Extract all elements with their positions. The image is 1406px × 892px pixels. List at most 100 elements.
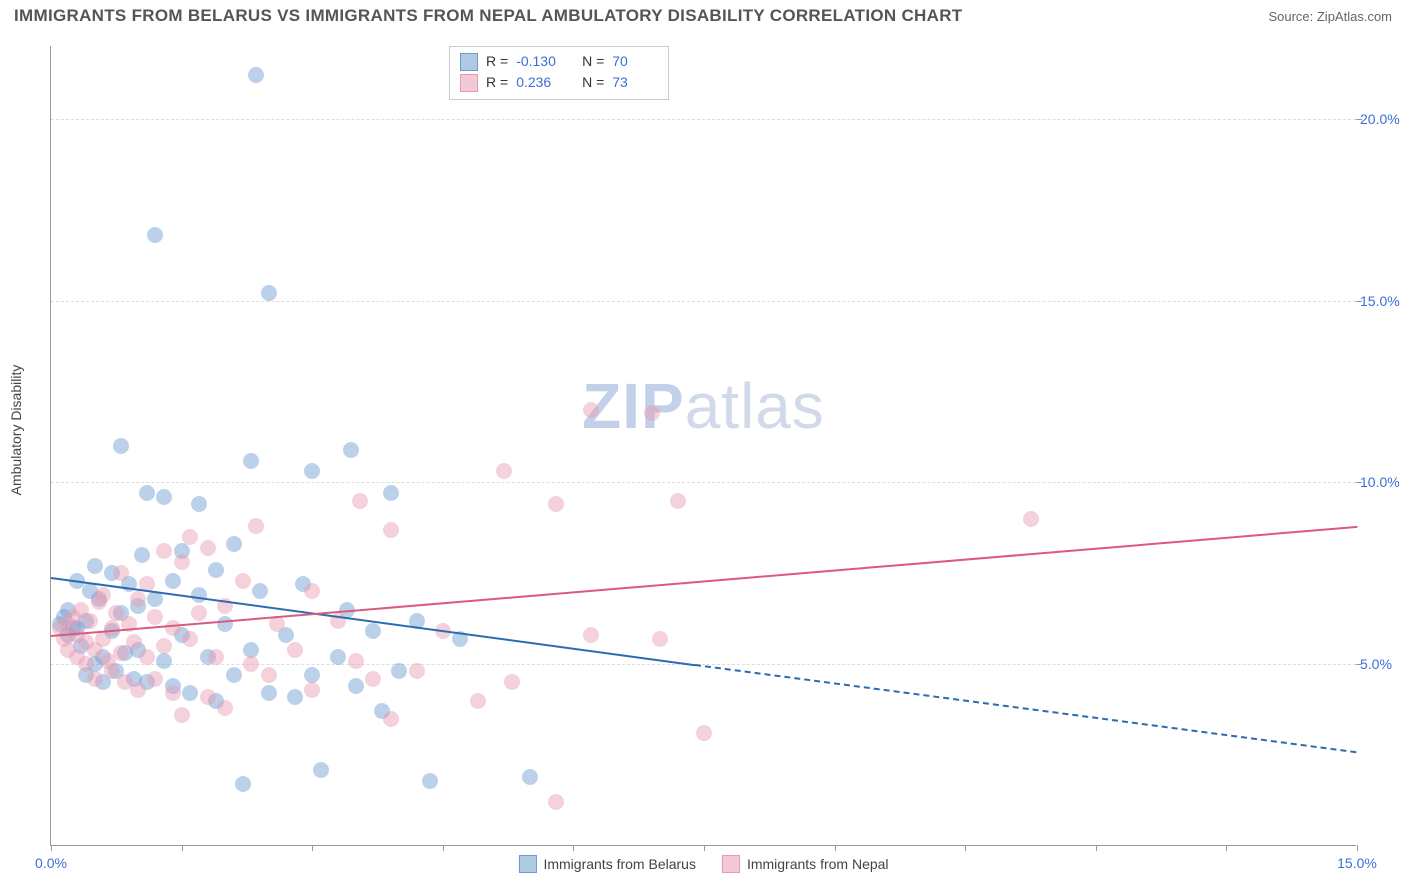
data-point-belarus — [243, 453, 259, 469]
data-point-nepal — [191, 605, 207, 621]
data-point-nepal — [409, 663, 425, 679]
data-point-belarus — [304, 463, 320, 479]
r-value-nepal: 0.236 — [516, 72, 562, 93]
data-point-nepal — [304, 583, 320, 599]
data-point-nepal — [82, 613, 98, 629]
watermark-rest: atlas — [685, 370, 825, 442]
data-point-nepal — [95, 587, 111, 603]
data-point-nepal — [147, 671, 163, 687]
data-point-nepal — [165, 685, 181, 701]
data-point-belarus — [208, 562, 224, 578]
data-point-nepal — [156, 638, 172, 654]
data-point-belarus — [330, 649, 346, 665]
data-point-nepal — [147, 609, 163, 625]
data-point-nepal — [304, 682, 320, 698]
data-point-belarus — [147, 227, 163, 243]
data-point-belarus — [139, 485, 155, 501]
plot-area: ZIPatlas R = -0.130 N = 70 R = 0.236 N =… — [50, 46, 1356, 846]
n-value-nepal: 73 — [612, 72, 658, 93]
legend-item-nepal: Immigrants from Nepal — [722, 855, 889, 873]
swatch-belarus — [460, 53, 478, 71]
data-point-belarus — [313, 762, 329, 778]
swatch-belarus — [518, 855, 536, 873]
trend-line — [695, 664, 1357, 753]
data-point-nepal — [287, 642, 303, 658]
x-tick-label: 15.0% — [1337, 855, 1377, 871]
data-point-belarus — [422, 773, 438, 789]
n-label: N = — [582, 51, 604, 72]
title-bar: IMMIGRANTS FROM BELARUS VS IMMIGRANTS FR… — [0, 0, 1406, 36]
data-point-nepal — [217, 700, 233, 716]
data-point-belarus — [391, 663, 407, 679]
legend-label-nepal: Immigrants from Nepal — [747, 856, 889, 872]
data-point-belarus — [87, 558, 103, 574]
data-point-belarus — [365, 623, 381, 639]
watermark: ZIPatlas — [582, 369, 825, 443]
r-label: R = — [486, 72, 508, 93]
x-tick-label: 0.0% — [35, 855, 67, 871]
data-point-nepal — [182, 529, 198, 545]
source-label: Source: ZipAtlas.com — [1268, 9, 1392, 24]
data-point-nepal — [208, 649, 224, 665]
data-point-nepal — [156, 543, 172, 559]
data-point-nepal — [652, 631, 668, 647]
data-point-belarus — [182, 685, 198, 701]
data-point-belarus — [191, 587, 207, 603]
data-point-nepal — [470, 693, 486, 709]
data-point-nepal — [113, 565, 129, 581]
data-point-nepal — [583, 627, 599, 643]
r-label: R = — [486, 51, 508, 72]
data-point-belarus — [261, 685, 277, 701]
data-point-nepal — [1023, 511, 1039, 527]
data-point-nepal — [548, 794, 564, 810]
data-point-nepal — [248, 518, 264, 534]
data-point-nepal — [174, 554, 190, 570]
data-point-nepal — [644, 405, 660, 421]
data-point-nepal — [365, 671, 381, 687]
stat-row-nepal: R = 0.236 N = 73 — [460, 72, 658, 93]
data-point-nepal — [235, 573, 251, 589]
gridline-h — [51, 301, 1356, 302]
legend-label-belarus: Immigrants from Belarus — [543, 856, 695, 872]
data-point-nepal — [104, 620, 120, 636]
y-tick-label: 20.0% — [1360, 111, 1404, 127]
data-point-belarus — [287, 689, 303, 705]
n-label: N = — [582, 72, 604, 93]
data-point-nepal — [113, 645, 129, 661]
data-point-belarus — [165, 573, 181, 589]
data-point-nepal — [352, 493, 368, 509]
correlation-stat-box: R = -0.130 N = 70 R = 0.236 N = 73 — [449, 46, 669, 100]
data-point-belarus — [134, 547, 150, 563]
swatch-nepal — [460, 74, 478, 92]
stat-row-belarus: R = -0.130 N = 70 — [460, 51, 658, 72]
data-point-belarus — [522, 769, 538, 785]
data-point-nepal — [496, 463, 512, 479]
data-point-belarus — [156, 653, 172, 669]
data-point-nepal — [383, 711, 399, 727]
data-point-belarus — [113, 438, 129, 454]
data-point-nepal — [139, 649, 155, 665]
data-point-nepal — [670, 493, 686, 509]
data-point-nepal — [200, 689, 216, 705]
gridline-h — [51, 482, 1356, 483]
data-point-belarus — [235, 776, 251, 792]
data-point-belarus — [156, 489, 172, 505]
data-point-belarus — [226, 667, 242, 683]
data-point-nepal — [696, 725, 712, 741]
data-point-belarus — [348, 678, 364, 694]
data-point-nepal — [165, 620, 181, 636]
data-point-nepal — [548, 496, 564, 512]
data-point-belarus — [226, 536, 242, 552]
n-value-belarus: 70 — [612, 51, 658, 72]
y-tick-label: 5.0% — [1360, 656, 1404, 672]
swatch-nepal — [722, 855, 740, 873]
data-point-belarus — [343, 442, 359, 458]
chart-title: IMMIGRANTS FROM BELARUS VS IMMIGRANTS FR… — [14, 6, 962, 26]
data-point-nepal — [130, 682, 146, 698]
data-point-belarus — [191, 496, 207, 512]
data-point-belarus — [383, 485, 399, 501]
data-point-nepal — [583, 402, 599, 418]
data-point-nepal — [348, 653, 364, 669]
y-tick-label: 15.0% — [1360, 293, 1404, 309]
data-point-nepal — [130, 591, 146, 607]
